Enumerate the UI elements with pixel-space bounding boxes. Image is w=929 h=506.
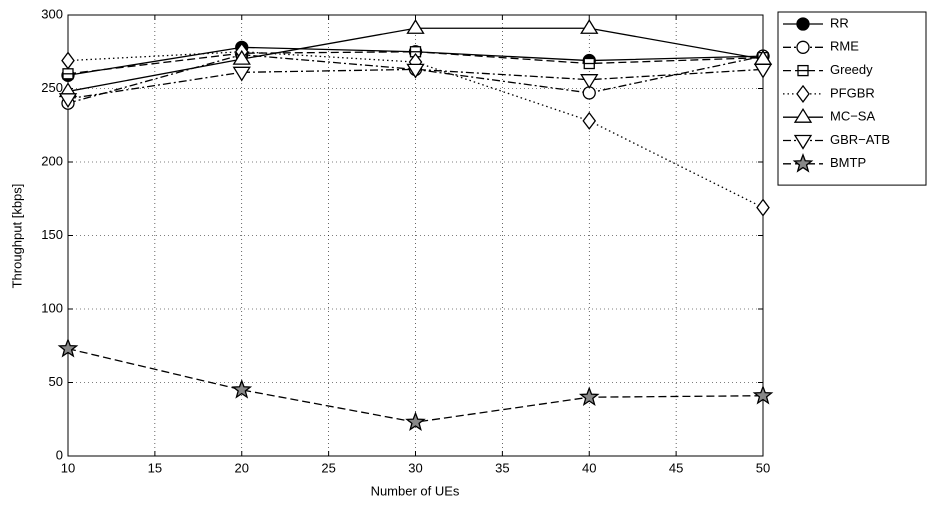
x-tick-label: 20 xyxy=(235,460,249,475)
marker-part xyxy=(232,49,251,65)
marker xyxy=(232,66,251,82)
marker xyxy=(797,64,809,77)
marker xyxy=(752,384,774,405)
legend-label: GBR−ATB xyxy=(830,132,890,147)
marker xyxy=(796,17,810,31)
marker xyxy=(796,40,810,54)
marker xyxy=(583,57,595,70)
x-tick-label: 25 xyxy=(321,460,335,475)
x-tick-label: 40 xyxy=(582,460,596,475)
marker-part xyxy=(578,386,600,406)
marker-part xyxy=(231,378,253,399)
x-tick-label: 10 xyxy=(61,460,75,475)
marker-part xyxy=(793,134,813,150)
marker xyxy=(756,198,770,217)
marker-part xyxy=(796,17,810,31)
marker xyxy=(58,93,78,109)
x-tick-label: 30 xyxy=(408,460,422,475)
marker-part xyxy=(753,63,773,79)
y-tick-label: 100 xyxy=(41,300,63,315)
marker xyxy=(792,152,814,173)
marker-part xyxy=(580,74,599,89)
marker-part xyxy=(57,337,79,358)
plot-frame xyxy=(67,14,764,457)
x-tick-label: 45 xyxy=(669,460,683,475)
legend-label: RR xyxy=(830,15,849,30)
marker-part xyxy=(406,18,425,34)
marker xyxy=(231,378,253,399)
x-tick-label: 15 xyxy=(148,460,162,475)
marker-part xyxy=(796,84,810,103)
y-axis-label: Throughput [kbps] xyxy=(9,184,24,289)
marker-part xyxy=(232,66,251,82)
legend-label: RME xyxy=(830,39,859,54)
marker-part xyxy=(582,111,597,130)
legend-label: PFGBR xyxy=(830,85,875,100)
marker xyxy=(406,18,425,34)
marker xyxy=(406,63,425,79)
marker xyxy=(793,107,813,123)
marker-part xyxy=(752,384,774,405)
marker-part xyxy=(406,63,425,79)
y-tick-label: 0 xyxy=(56,447,63,462)
y-tick-label: 50 xyxy=(49,374,63,389)
marker-part xyxy=(61,51,75,70)
legend-label: Greedy xyxy=(830,62,873,77)
marker-part xyxy=(756,198,770,217)
marker xyxy=(405,411,426,431)
marker xyxy=(578,386,600,406)
y-tick-label: 200 xyxy=(41,153,63,168)
marker-part xyxy=(796,40,810,54)
marker-part xyxy=(405,411,426,431)
y-tick-label: 250 xyxy=(41,80,63,95)
marker xyxy=(580,18,599,34)
marker xyxy=(796,84,810,103)
marker xyxy=(580,74,599,89)
y-tick-label: 300 xyxy=(41,6,63,21)
marker-part xyxy=(580,18,599,34)
marker-part xyxy=(58,93,78,109)
marker xyxy=(753,63,773,79)
marker-part xyxy=(792,152,814,173)
series-line xyxy=(67,68,764,100)
x-tick-label: 35 xyxy=(495,460,509,475)
marker xyxy=(62,68,74,80)
x-tick-label: 50 xyxy=(756,460,770,475)
marker xyxy=(61,51,75,70)
x-axis-label: Number of UEs xyxy=(371,483,460,498)
legend-label: MC−SA xyxy=(830,109,875,124)
marker xyxy=(57,337,79,358)
marker xyxy=(582,111,597,130)
marker xyxy=(232,49,251,65)
legend-label: BMTP xyxy=(830,155,866,170)
marker-part xyxy=(793,107,813,123)
y-tick-label: 150 xyxy=(41,227,63,242)
marker xyxy=(793,134,813,150)
